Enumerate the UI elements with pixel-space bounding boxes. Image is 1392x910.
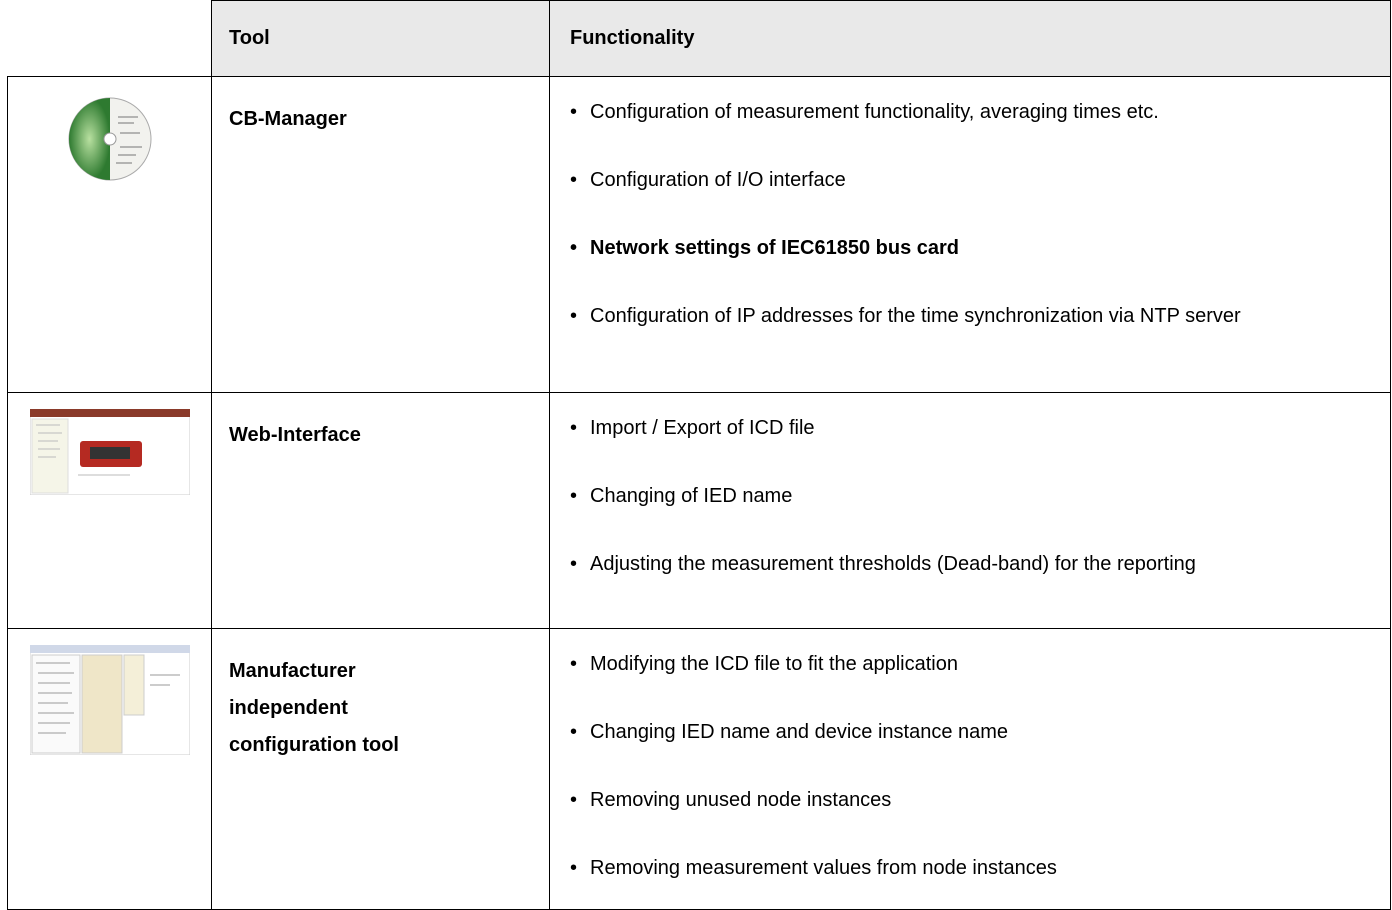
functionality-list: Modifying the ICD file to fit the applic… bbox=[549, 628, 1391, 910]
tool-screenshot bbox=[29, 644, 190, 756]
bullet-item: Changing IED name and device instance na… bbox=[570, 714, 1370, 751]
bullet-item: Modifying the ICD file to fit the applic… bbox=[570, 646, 1370, 683]
functionality-list: Import / Export of ICD file Changing of … bbox=[549, 392, 1391, 629]
row: Manufacturer independent configuration t… bbox=[7, 628, 1391, 910]
blank-header bbox=[7, 0, 212, 77]
image-cell bbox=[7, 628, 212, 910]
bullet-item: Configuration of I/O interface bbox=[570, 162, 1370, 199]
column-header: Functionality bbox=[549, 0, 1391, 77]
tool-name: CB-Manager bbox=[211, 76, 550, 393]
row: Web-Interface Import / Export of ICD fil… bbox=[7, 392, 1391, 629]
bullet-item: Configuration of IP addresses for the ti… bbox=[570, 298, 1370, 335]
image-cell bbox=[7, 76, 212, 393]
bullet-item: Network settings of IEC61850 bus card bbox=[570, 230, 1370, 267]
bullet-item: Removing unused node instances bbox=[570, 782, 1370, 819]
bullet-item: Import / Export of ICD file bbox=[570, 410, 1370, 447]
tool-name: Web-Interface bbox=[211, 392, 550, 629]
tool-table: Tool Functionality CB-Manager Configurat… bbox=[7, 0, 1391, 910]
web-screenshot bbox=[29, 408, 190, 496]
bullet-item: Adjusting the measurement thresholds (De… bbox=[570, 546, 1370, 583]
header-row: Tool Functionality bbox=[7, 0, 1391, 77]
image-cell bbox=[7, 392, 212, 629]
bullet-item: Removing measurement values from node in… bbox=[570, 850, 1370, 887]
bullet-item: Configuration of measurement functionali… bbox=[570, 94, 1370, 131]
tool-name: Manufacturer independent configuration t… bbox=[211, 628, 550, 910]
cd-image bbox=[68, 97, 151, 181]
bullet-item: Changing of IED name bbox=[570, 478, 1370, 515]
functionality-list: Configuration of measurement functionali… bbox=[549, 76, 1391, 393]
row: CB-Manager Configuration of measurement … bbox=[7, 76, 1391, 393]
column-header: Tool bbox=[211, 0, 550, 77]
